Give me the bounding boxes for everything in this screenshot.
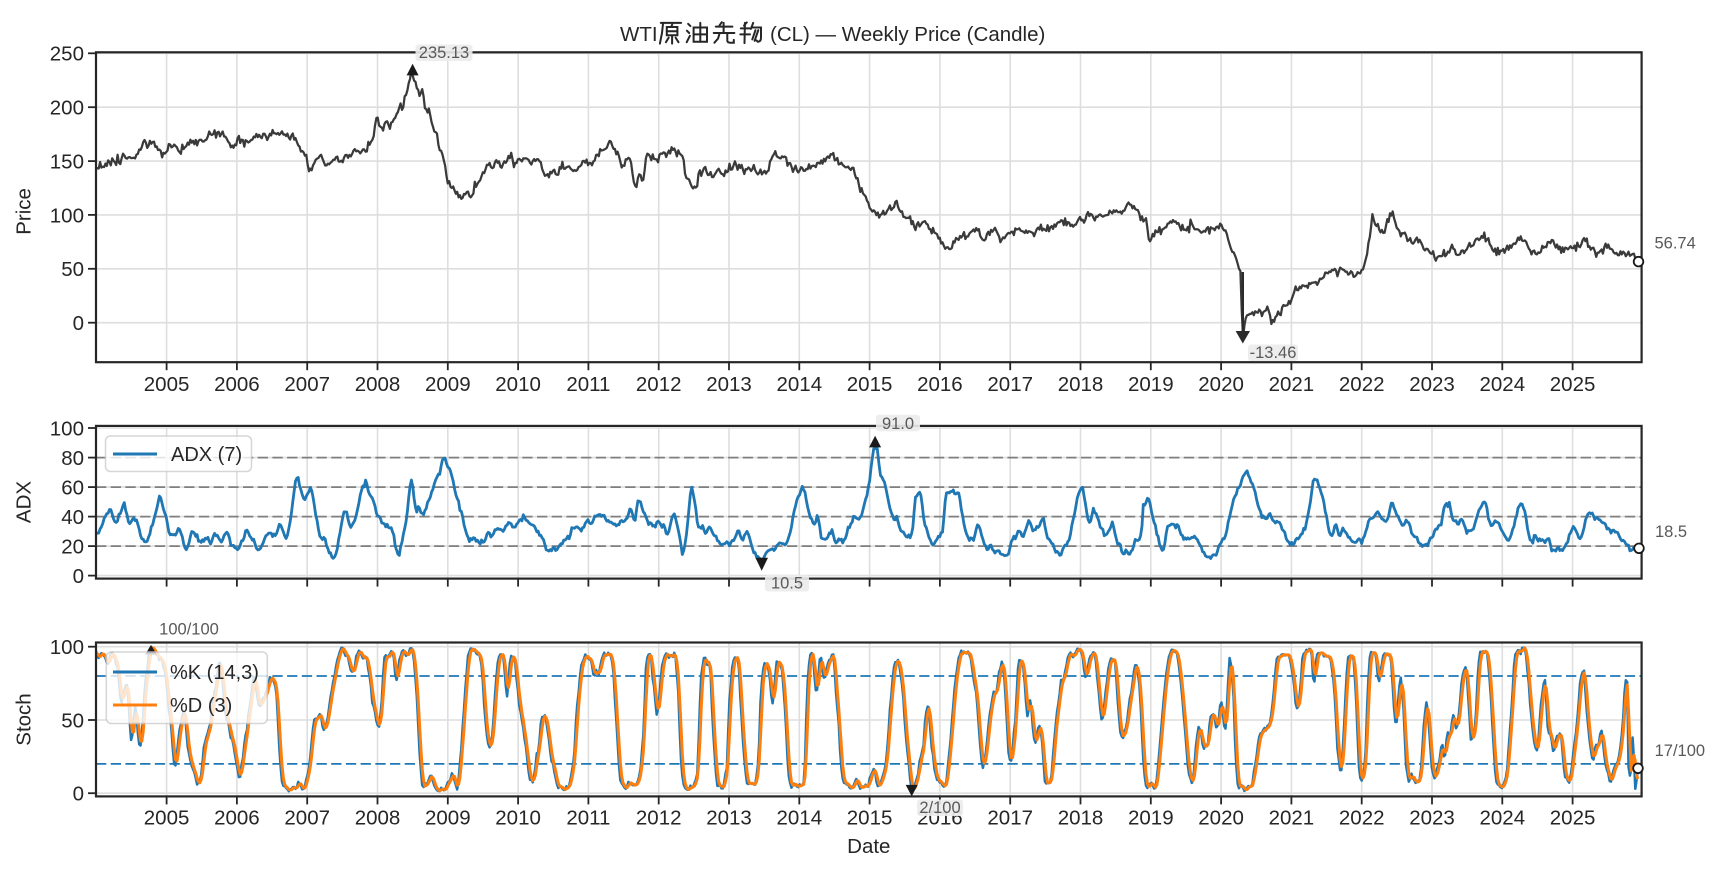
svg-text:Date: Date <box>847 835 890 858</box>
svg-text:2023: 2023 <box>1409 806 1455 829</box>
svg-text:2018: 2018 <box>1058 806 1104 829</box>
svg-text:2010: 2010 <box>495 373 541 396</box>
svg-text:2024: 2024 <box>1479 373 1525 396</box>
svg-text:ADX: ADX <box>13 481 36 523</box>
svg-text:2008: 2008 <box>355 806 401 829</box>
svg-text:2005: 2005 <box>144 373 190 396</box>
svg-text:250: 250 <box>50 43 84 66</box>
svg-text:2023: 2023 <box>1409 373 1455 396</box>
svg-text:2016: 2016 <box>917 373 963 396</box>
svg-text:18.5: 18.5 <box>1655 523 1687 541</box>
svg-text:2011: 2011 <box>566 373 610 396</box>
svg-text:91.0: 91.0 <box>882 415 914 433</box>
svg-text:2019: 2019 <box>1128 806 1174 829</box>
svg-text:2007: 2007 <box>284 806 330 829</box>
svg-text:50: 50 <box>61 258 84 281</box>
svg-text:2011: 2011 <box>566 806 610 829</box>
svg-text:200: 200 <box>50 97 84 120</box>
svg-text:2012: 2012 <box>636 806 682 829</box>
svg-text:%K (14,3): %K (14,3) <box>170 662 259 684</box>
svg-text:2007: 2007 <box>284 373 330 396</box>
svg-text:(CL) — Weekly Price (Candle): (CL) — Weekly Price (Candle) <box>770 23 1045 46</box>
svg-text:2017: 2017 <box>987 806 1033 829</box>
svg-text:100: 100 <box>50 417 84 440</box>
svg-text:2008: 2008 <box>355 373 401 396</box>
svg-text:17/100: 17/100 <box>1655 742 1705 760</box>
svg-text:60: 60 <box>61 477 84 500</box>
svg-text:56.74: 56.74 <box>1655 235 1696 253</box>
svg-text:0: 0 <box>73 312 84 335</box>
svg-text:2005: 2005 <box>144 806 190 829</box>
svg-text:WTI: WTI <box>620 23 658 46</box>
svg-text:2024: 2024 <box>1479 806 1525 829</box>
svg-text:Price: Price <box>13 188 36 235</box>
svg-text:2013: 2013 <box>706 806 752 829</box>
svg-text:2/100: 2/100 <box>919 799 960 817</box>
svg-text:100/100: 100/100 <box>159 621 219 639</box>
svg-text:2013: 2013 <box>706 373 752 396</box>
svg-text:2009: 2009 <box>425 806 471 829</box>
svg-text:0: 0 <box>73 565 84 588</box>
svg-text:2022: 2022 <box>1339 806 1385 829</box>
svg-text:Stoch: Stoch <box>13 693 36 745</box>
svg-text:2025: 2025 <box>1550 806 1596 829</box>
svg-text:235.13: 235.13 <box>419 44 469 62</box>
svg-text:80: 80 <box>61 447 84 470</box>
svg-text:2014: 2014 <box>776 373 822 396</box>
svg-text:50: 50 <box>61 709 84 732</box>
svg-text:2010: 2010 <box>495 806 541 829</box>
svg-text:2025: 2025 <box>1550 373 1596 396</box>
svg-text:2021: 2021 <box>1269 373 1315 396</box>
svg-text:100: 100 <box>50 636 84 659</box>
svg-text:2014: 2014 <box>776 806 822 829</box>
svg-text:2009: 2009 <box>425 373 471 396</box>
svg-text:40: 40 <box>61 506 84 529</box>
svg-text:-13.46: -13.46 <box>1250 344 1297 362</box>
svg-text:2015: 2015 <box>847 373 893 396</box>
svg-text:150: 150 <box>50 151 84 174</box>
svg-text:2017: 2017 <box>987 373 1033 396</box>
svg-text:20: 20 <box>61 536 84 559</box>
svg-text:2019: 2019 <box>1128 373 1174 396</box>
svg-text:2022: 2022 <box>1339 373 1385 396</box>
svg-text:2015: 2015 <box>847 806 893 829</box>
svg-text:2020: 2020 <box>1198 373 1244 396</box>
svg-text:2012: 2012 <box>636 373 682 396</box>
svg-text:2018: 2018 <box>1058 373 1104 396</box>
svg-text:100: 100 <box>50 204 84 227</box>
svg-text:%D (3): %D (3) <box>170 695 232 717</box>
svg-text:2006: 2006 <box>214 373 260 396</box>
svg-text:2006: 2006 <box>214 806 260 829</box>
svg-text:0: 0 <box>73 783 84 806</box>
svg-text:ADX (7): ADX (7) <box>171 444 242 466</box>
svg-text:10.5: 10.5 <box>771 575 803 593</box>
svg-text:2020: 2020 <box>1198 806 1244 829</box>
svg-text:2021: 2021 <box>1269 806 1315 829</box>
